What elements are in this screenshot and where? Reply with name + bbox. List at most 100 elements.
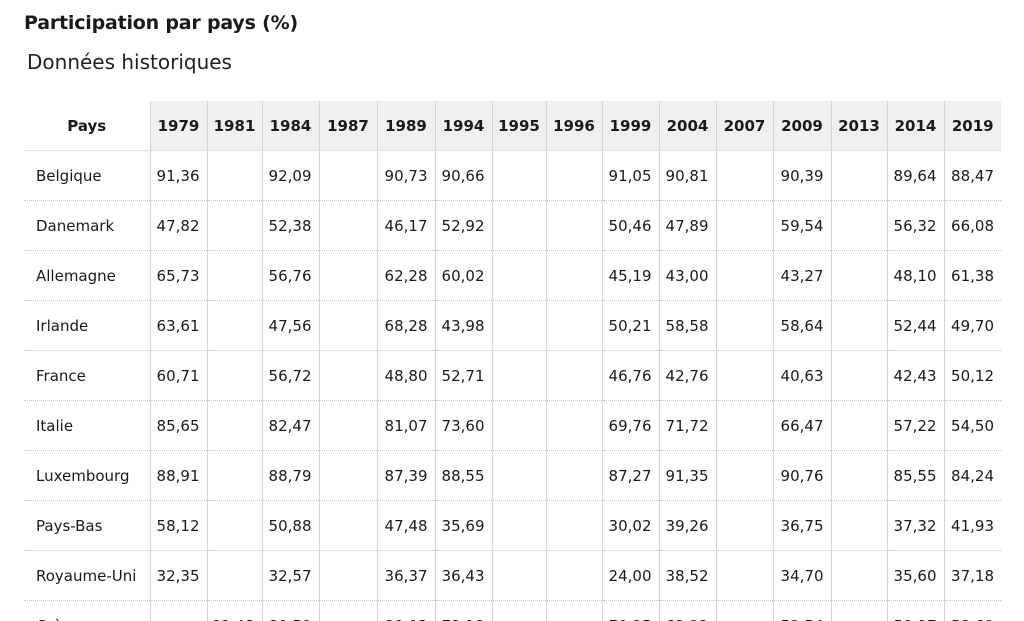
- column-header-year: 2004: [658, 101, 716, 151]
- value-cell: [715, 200, 773, 251]
- value-cell: [830, 200, 887, 251]
- table-row: Belgique 91,36 92,09 90,73 90,66 91,05 90,81 90…: [24, 150, 1001, 201]
- value-cell: [830, 500, 887, 551]
- value-cell: [206, 200, 262, 251]
- value-cell: 73,60: [434, 400, 492, 451]
- value-cell: 52,38: [261, 200, 319, 251]
- value-cell: 52,71: [434, 350, 492, 401]
- value-cell: 61,38: [943, 250, 1001, 301]
- value-cell: 87,39: [376, 450, 435, 501]
- value-cell: 50,21: [601, 300, 659, 351]
- value-cell: 46,17: [376, 200, 435, 251]
- value-cell: 88,91: [149, 450, 207, 501]
- value-cell: 58,69: [943, 600, 1001, 621]
- value-cell: [318, 550, 377, 601]
- value-cell: 37,32: [886, 500, 944, 551]
- country-cell: France: [24, 350, 150, 401]
- value-cell: 80,03: [376, 600, 435, 621]
- value-cell: 70,25: [601, 600, 659, 621]
- column-header-year: 2019: [943, 101, 1001, 151]
- value-cell: 46,76: [601, 350, 659, 401]
- value-cell: [206, 250, 262, 301]
- value-cell: 37,18: [943, 550, 1001, 601]
- value-cell: 85,55: [886, 450, 944, 501]
- value-cell: 43,98: [434, 300, 492, 351]
- column-header-year: 1989: [376, 101, 435, 151]
- country-cell: Belgique: [24, 150, 150, 201]
- value-cell: [545, 200, 602, 251]
- value-cell: 47,56: [261, 300, 319, 351]
- value-cell: [206, 450, 262, 501]
- table-subtitle: Données historiques: [27, 50, 232, 74]
- value-cell: [491, 350, 546, 401]
- value-cell: [491, 300, 546, 351]
- value-cell: [491, 450, 546, 501]
- table-row: Italie 85,65 82,47 81,07 73,60 69,76 71,72 66,4…: [24, 400, 1001, 451]
- value-cell: 82,47: [261, 400, 319, 451]
- value-cell: 58,64: [772, 300, 831, 351]
- value-cell: 59,97: [886, 600, 944, 621]
- value-cell: 30,02: [601, 500, 659, 551]
- column-header-country: Pays: [24, 101, 150, 151]
- table-row: Pays-Bas 58,12 50,88 47,48 35,69 30,02 39,26 36…: [24, 500, 1001, 551]
- value-cell: [318, 150, 377, 201]
- value-cell: 62,28: [376, 250, 435, 301]
- value-cell: [715, 400, 773, 451]
- value-cell: 47,89: [658, 200, 716, 251]
- column-header-year: 1979: [149, 101, 207, 151]
- value-cell: 41,93: [943, 500, 1001, 551]
- value-cell: [715, 150, 773, 201]
- country-cell: Irlande: [24, 300, 150, 351]
- country-cell: Royaume-Uni: [24, 550, 150, 601]
- value-cell: [830, 550, 887, 601]
- value-cell: [545, 500, 602, 551]
- value-cell: 32,35: [149, 550, 207, 601]
- column-header-year: 1994: [434, 101, 492, 151]
- value-cell: 88,79: [261, 450, 319, 501]
- value-cell: 90,76: [772, 450, 831, 501]
- country-cell: Allemagne: [24, 250, 150, 301]
- value-cell: [545, 250, 602, 301]
- value-cell: 43,27: [772, 250, 831, 301]
- value-cell: [715, 500, 773, 551]
- value-cell: 49,70: [943, 300, 1001, 351]
- value-cell: 85,65: [149, 400, 207, 451]
- value-cell: 60,71: [149, 350, 207, 401]
- value-cell: [545, 150, 602, 201]
- value-cell: 32,57: [261, 550, 319, 601]
- value-cell: [491, 400, 546, 451]
- value-cell: [715, 600, 773, 621]
- value-cell: [545, 450, 602, 501]
- value-cell: 71,72: [658, 400, 716, 451]
- country-cell: Danemark: [24, 200, 150, 251]
- column-header-year: 1981: [206, 101, 262, 151]
- value-cell: 58,12: [149, 500, 207, 551]
- value-cell: [206, 150, 262, 201]
- value-cell: [830, 150, 887, 201]
- table-row: Luxembourg 88,91 88,79 87,39 88,55 87,27 91,35…: [24, 450, 1001, 501]
- value-cell: [318, 200, 377, 251]
- value-cell: 50,88: [261, 500, 319, 551]
- column-header-year: 1999: [601, 101, 659, 151]
- column-header-year: 1996: [545, 101, 602, 151]
- value-cell: [830, 250, 887, 301]
- value-cell: [715, 300, 773, 351]
- value-cell: [715, 550, 773, 601]
- value-cell: 54,50: [943, 400, 1001, 451]
- value-cell: 42,76: [658, 350, 716, 401]
- country-cell: Pays-Bas: [24, 500, 150, 551]
- value-cell: [491, 550, 546, 601]
- value-cell: 73,18: [434, 600, 492, 621]
- value-cell: [830, 350, 887, 401]
- value-cell: [715, 350, 773, 401]
- value-cell: 56,32: [886, 200, 944, 251]
- value-cell: 69,76: [601, 400, 659, 451]
- participation-table: Pays 1979 1981 1984 1987 1989 1994 1995 1996 199…: [24, 101, 1001, 621]
- value-cell: [206, 550, 262, 601]
- value-cell: [491, 150, 546, 201]
- value-cell: 87,27: [601, 450, 659, 501]
- value-cell: [830, 400, 887, 451]
- value-cell: 81,07: [376, 400, 435, 451]
- value-cell: 39,26: [658, 500, 716, 551]
